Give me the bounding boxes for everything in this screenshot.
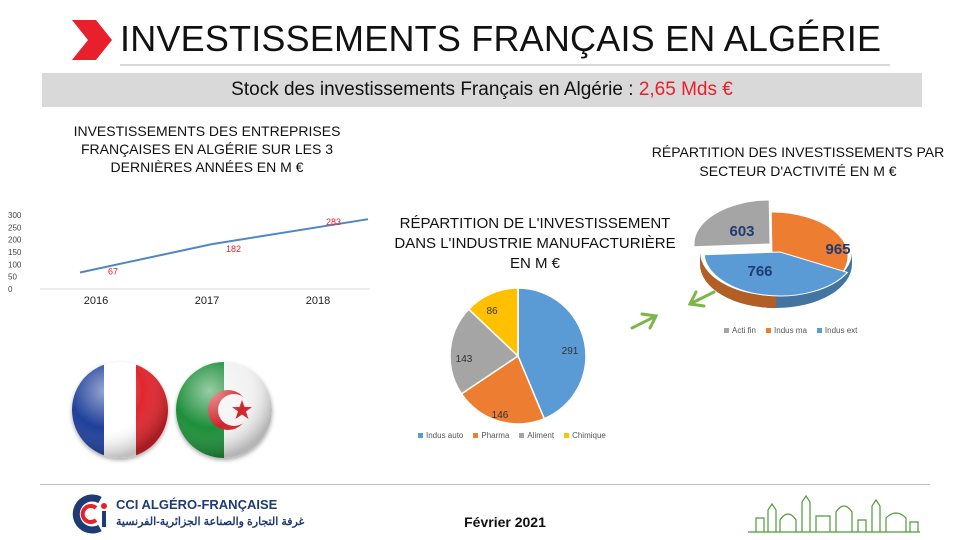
pie-slice (693, 200, 771, 248)
pie-slice (517, 287, 587, 420)
pie-data-label: 603 (729, 223, 754, 240)
legend-label: Indus auto (426, 431, 464, 440)
algeria-flag-icon (176, 362, 272, 458)
legend-item: Chimique (564, 431, 606, 440)
line-chart: 0 50 100 150 200 250 300 67 182 283 2016 2017 2018 (8, 211, 370, 305)
footer-divider (40, 484, 930, 485)
data-label: 283 (326, 217, 341, 227)
pie-data-label: 965 (825, 241, 850, 258)
legend-swatch (564, 433, 570, 438)
y-tick-label: 300 (8, 211, 22, 220)
legend-label: Acti fin (732, 326, 757, 335)
y-tick-label: 50 (8, 273, 17, 282)
x-tick-label: 2017 (195, 295, 219, 305)
manufacturing-pie-legend: Indus auto Pharma Aliment Chimique (418, 431, 606, 440)
cci-logo-icon (72, 494, 107, 534)
cityscape-icon (748, 494, 920, 533)
legend-swatch (766, 328, 772, 333)
pie-slice (467, 287, 519, 358)
sector-pie-chart: 603 766 965 (693, 200, 852, 308)
legend-swatch (816, 328, 822, 333)
sector-pie-legend: Acti fin Indus ma Indus ext (724, 326, 857, 335)
data-label: 182 (226, 244, 241, 254)
data-label: 67 (108, 266, 118, 276)
pie-slice (449, 308, 520, 395)
legend-item: Indus ma (766, 326, 807, 335)
subtitle-value: 2,65 Mds € (638, 79, 733, 100)
y-tick-label: 150 (8, 248, 22, 257)
org-name-arabic: غرفة التجارة والصناعة الجزائرية-الفرنسية (116, 516, 305, 528)
pie-slice (703, 251, 849, 297)
pie-depth (700, 252, 776, 308)
manufacturing-pie-chart: 291 146 143 86 (449, 287, 587, 425)
y-tick-label: 100 (8, 260, 22, 269)
legend-item: Acti fin (724, 326, 756, 335)
x-tick-label: 2018 (306, 295, 330, 305)
france-flag-icon (72, 362, 168, 458)
legend-label: Chimique (572, 431, 606, 440)
y-tick-label: 0 (8, 285, 13, 294)
legend-swatch (473, 433, 479, 438)
manufacturing-pie-title: RÉPARTITION DE L'INVESTISSEMENT DANS L'I… (394, 215, 676, 272)
arrow-icon (630, 290, 716, 330)
pie-data-label: 143 (456, 354, 473, 365)
legend-item: Pharma (473, 431, 509, 440)
legend-item: Indus auto (418, 431, 463, 440)
legend-swatch (519, 433, 525, 438)
legend-item: Indus ext (816, 326, 858, 335)
subtitle-prefix: Stock des investissements Français en Al… (231, 79, 639, 100)
subtitle: Stock des investissements Français en Al… (42, 73, 922, 107)
org-name: CCI ALGÉRO-FRANÇAISE (116, 497, 278, 512)
page-title: INVESTISSEMENTS FRANÇAIS EN ALGÉRIE (120, 18, 882, 59)
legend-label: Aliment (527, 431, 555, 440)
legend-item: Aliment (519, 431, 554, 440)
subtitle-bar: Stock des investissements Français en Al… (42, 73, 922, 107)
line-chart-title: INVESTISSEMENTS DES ENTREPRISES FRANÇAIS… (73, 123, 341, 175)
y-tick-label: 250 (8, 223, 22, 232)
title-underline (120, 64, 890, 66)
legend-swatch (418, 433, 423, 438)
legend-label: Pharma (481, 431, 510, 440)
legend-label: Indus ma (774, 326, 807, 335)
x-tick-label: 2016 (84, 295, 108, 305)
pie-slice (460, 354, 546, 425)
pie-data-label: 146 (492, 410, 509, 421)
legend-label: Indus ext (824, 326, 858, 335)
sector-pie-title: RÉPARTITION DES INVESTISSEMENTS PAR SECT… (651, 144, 945, 179)
date: Février 2021 (464, 514, 546, 530)
pie-data-label: 86 (486, 306, 498, 317)
pie-data-label: 291 (562, 346, 579, 357)
pie-data-label: 766 (747, 263, 772, 280)
chevron-right-icon (72, 20, 112, 60)
legend-swatch (724, 328, 729, 333)
y-tick-label: 200 (8, 236, 22, 245)
series-line (79, 218, 369, 274)
